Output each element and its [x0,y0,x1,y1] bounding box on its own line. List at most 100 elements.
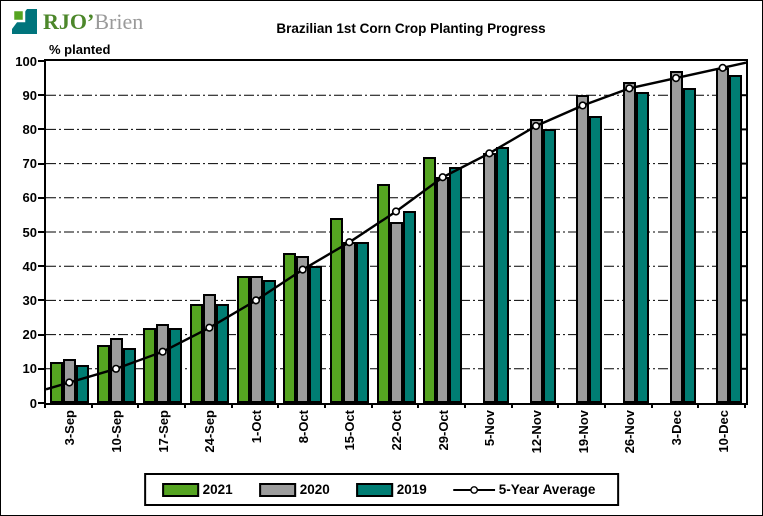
rjobrien-logo: RJO’Brien [11,8,143,35]
legend-swatch-2020 [258,482,296,497]
legend-item-2019: 2019 [355,482,427,497]
x-axis-tick [744,403,746,408]
bar-2019-24-Sep [215,303,229,403]
rjobrien-logo-text: RJO’Brien [43,8,143,35]
x-axis-tick [90,403,93,408]
y-axis-tick-label: 30 [22,292,37,308]
y-axis-tick-label: 60 [22,190,37,206]
chart-title: Brazilian 1st Corn Crop Planting Progres… [276,21,546,36]
x-axis-tick [557,403,560,408]
y-axis-tick [38,402,44,404]
x-axis-tick [230,403,233,408]
bar-2020-12-Nov [529,119,543,403]
logo-text-secondary: Brien [94,9,144,34]
x-axis-tick-label: 19-Nov [575,410,591,454]
bar-2019-19-Nov [589,115,603,403]
bar-2019-10-Dec [729,74,743,403]
x-axis-tick [44,403,46,408]
x-axis-tick-label: 8-Oct [295,410,311,444]
bar-2020-10-Sep [109,338,123,403]
x-axis-tick [697,403,700,408]
bar-2019-10-Sep [122,348,136,403]
y-axis-tick [38,367,44,370]
legend-item-5-Year Average: 5-Year Average [452,482,596,497]
bar-2019-22-Oct [402,211,416,403]
bar-2020-19-Nov [576,95,590,403]
y-axis-tick [38,265,44,268]
bar-2019-12-Nov [542,129,556,403]
x-axis-tick [464,403,466,408]
x-axis-tick-label: 29-Oct [435,410,451,451]
x-axis-tick-label: 26-Nov [622,410,638,454]
y-axis-tick-label: 10 [22,361,37,377]
legend-label-2021: 2021 [202,482,233,497]
x-axis-tick [417,403,420,408]
y-axis-tick [38,196,44,199]
legend-swatch-2021 [161,482,199,497]
legend-label-5-Year Average: 5-Year Average [498,482,596,497]
bar-2020-17-Sep [156,324,170,403]
x-axis-tick [370,403,373,408]
y-axis-tick [38,231,44,233]
x-axis-tick [604,403,606,408]
bar-2020-3-Dec [669,71,683,403]
bar-2021-17-Sep [143,327,157,403]
bar-2020-24-Sep [202,293,216,403]
bar-2019-3-Sep [75,365,89,403]
y-axis-tick-label: 20 [22,327,37,343]
bar-2020-29-Oct [436,177,450,403]
rjobrien-logo-icon [11,8,37,34]
x-axis-tick-label: 5-Nov [482,410,498,447]
x-axis-tick-label: 17-Sep [155,410,171,453]
legend-line-marker-icon [452,485,495,494]
y-axis-tick [38,299,44,302]
bar-2020-10-Dec [716,67,730,403]
y-axis-tick [38,128,44,131]
y-axis-tick [38,333,44,336]
y-axis-tick-label: 100 [15,53,37,69]
x-axis-tick-label: 10-Dec [715,410,731,453]
x-axis-tick [510,403,513,408]
legend-label-2019: 2019 [396,482,427,497]
legend-item-2021: 2021 [161,482,233,497]
bar-2020-5-Nov [482,153,496,403]
y-axis-tick [38,162,44,165]
y-axis-tick-label: 80 [22,121,37,137]
y-axis-tick [38,94,44,97]
bar-2019-15-Oct [355,242,369,403]
x-axis-tick-label: 10-Sep [109,410,124,453]
legend: 2021 2020 2019 5-Year Average [143,473,620,506]
x-axis-tick-label: 12-Nov [529,410,544,454]
bar-2019-29-Oct [449,167,463,403]
x-axis-tick [324,403,326,408]
bar-2021-10-Sep [96,344,110,403]
line-marker-22-Oct [391,207,401,216]
bar-2019-1-Oct [262,279,276,403]
bar-2020-3-Sep [62,358,76,403]
legend-item-2020: 2020 [258,482,330,497]
bar-2019-8-Oct [309,266,323,403]
bar-2021-22-Oct [376,184,390,403]
legend-swatch-2019 [355,482,393,497]
y-axis-tick [38,60,44,62]
bar-2019-3-Dec [682,88,696,403]
logo-text-primary: RJO’ [43,9,95,34]
bar-2019-17-Sep [169,327,183,403]
bar-2019-5-Nov [495,146,509,403]
bar-2019-26-Nov [635,91,649,403]
bar-2021-29-Oct [423,156,437,403]
x-axis-tick-label: 1-Oct [249,410,264,444]
legend-label-2020: 2020 [299,482,330,497]
x-axis-tick [650,403,653,408]
y-axis-tick-label: 40 [22,258,37,274]
y-axis-tick-label: 50 [22,224,37,240]
bar-2021-8-Oct [283,252,297,403]
x-axis-tick-label: 15-Oct [342,410,358,451]
bar-2020-1-Oct [249,276,263,403]
x-axis-tick [184,403,186,408]
x-axis-tick-label: 3-Dec [669,410,684,446]
bar-2021-15-Oct [329,218,343,403]
y-axis-title: % planted [49,42,111,57]
bar-2020-22-Oct [389,221,403,403]
